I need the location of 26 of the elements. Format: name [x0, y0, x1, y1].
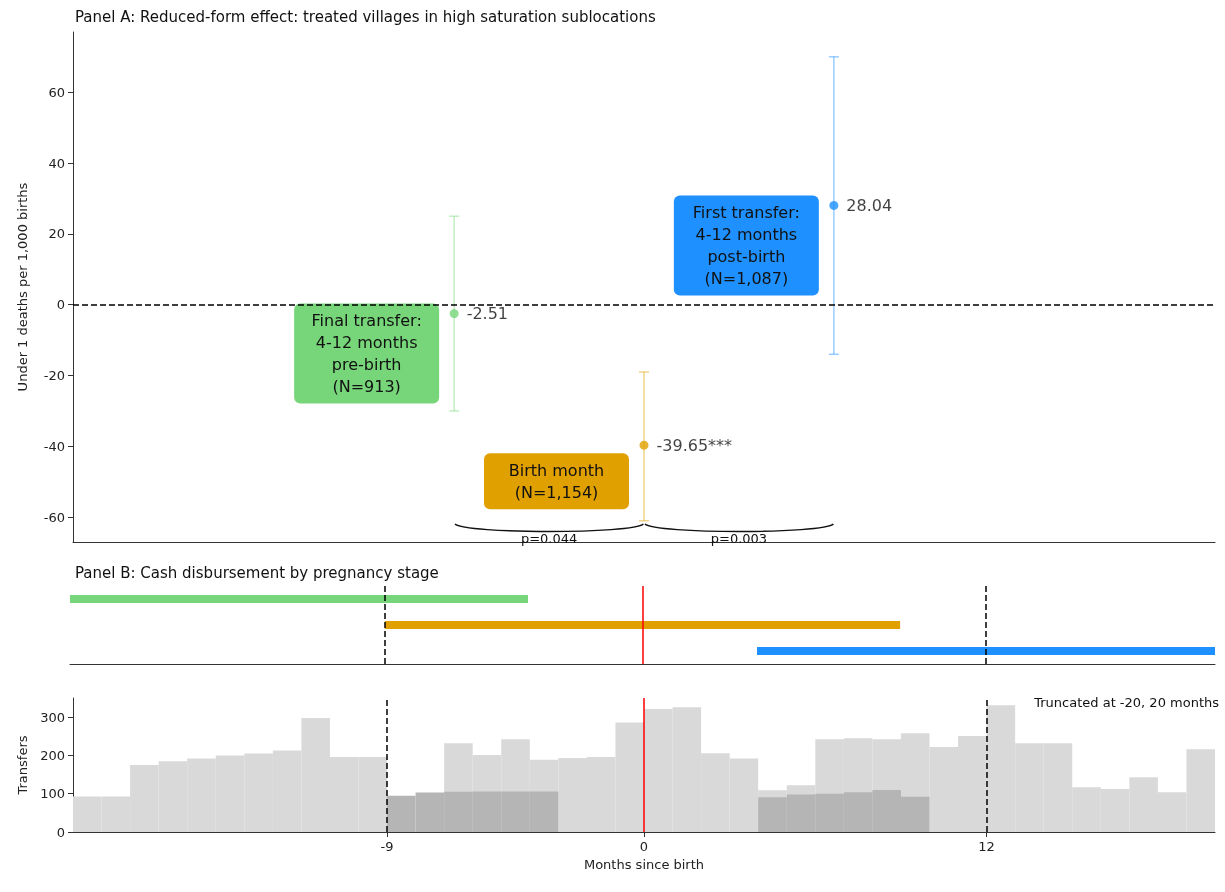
annotation: Truncated at -20, 20 months — [1033, 695, 1220, 710]
y-tick-label: -20 — [43, 368, 65, 384]
x-tick-label: -9 — [380, 839, 394, 854]
y-axis-title: Transfers — [15, 735, 30, 796]
annotation: First transfer: 4-12 months post-birth (N=1,087) — [692, 202, 800, 288]
x-tick-label: 0 — [639, 839, 649, 854]
y-axis-title: Under 1 deaths per 1,000 births — [15, 182, 30, 392]
y-tick-label: -40 — [43, 438, 65, 454]
annotation: Birth month (N=1,154) — [508, 460, 605, 502]
y-tick-label: 20 — [48, 226, 65, 242]
x-tick-label: 12 — [978, 839, 995, 854]
chart-title: Panel A: Reduced-form effect: treated villages in high saturation sublocations — [75, 7, 656, 26]
y-tick-label: 300 — [40, 709, 65, 725]
x-axis-title: Months since birth — [583, 857, 705, 872]
y-tick-label: 100 — [40, 786, 65, 802]
chart-title: Panel B: Cash disbursement by pregnancy stage — [75, 563, 439, 582]
annotation: Final transfer: 4-12 months pre-birth (N=913) — [311, 311, 422, 397]
y-tick-label: 200 — [40, 747, 65, 763]
data-label: 28.04 — [846, 195, 893, 215]
y-tick-label: 0 — [56, 824, 65, 840]
y-tick-label: -60 — [43, 509, 65, 525]
y-tick-label: 0 — [56, 297, 65, 313]
y-tick-label: 40 — [48, 155, 65, 171]
data-label: -2.51 — [466, 304, 509, 324]
data-label: -39.65*** — [656, 435, 733, 455]
y-tick-label: 60 — [48, 84, 65, 100]
